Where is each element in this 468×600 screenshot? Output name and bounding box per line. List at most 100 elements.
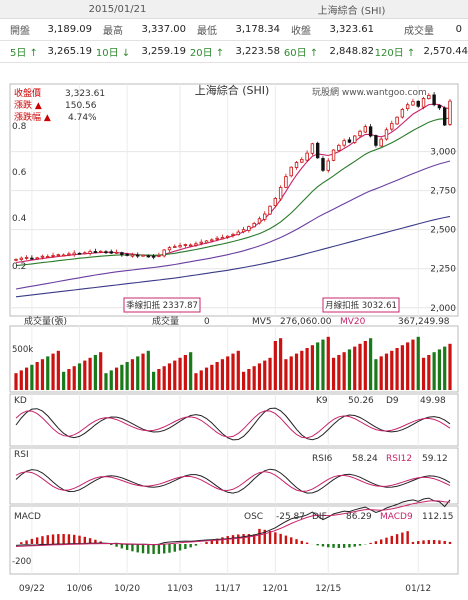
macd-bar bbox=[210, 540, 214, 544]
macd-bar bbox=[305, 542, 309, 544]
macd-bar bbox=[448, 541, 452, 544]
macd-bar bbox=[279, 533, 282, 544]
volume-bar bbox=[14, 373, 18, 390]
volume-bar bbox=[72, 366, 76, 390]
volume-bar bbox=[379, 356, 383, 390]
candle-body bbox=[400, 109, 405, 118]
candle-body bbox=[204, 240, 209, 244]
macd-bar bbox=[62, 534, 65, 544]
volume-bar bbox=[125, 362, 129, 390]
macd-bar bbox=[348, 544, 351, 548]
candle-body bbox=[294, 162, 299, 168]
candle-body bbox=[173, 246, 177, 248]
volume-label: 成交量 bbox=[404, 25, 434, 37]
candle-body bbox=[326, 160, 330, 171]
volume-bar bbox=[104, 373, 108, 390]
macd-bar bbox=[141, 544, 145, 554]
legend-change-value: 150.56 bbox=[65, 101, 97, 111]
kd-title: KD bbox=[14, 396, 27, 406]
rsi6-label: RSI6 bbox=[312, 454, 333, 464]
candle-body bbox=[188, 244, 193, 247]
candle-body bbox=[199, 241, 203, 244]
volume-bar bbox=[374, 359, 378, 390]
candle-body bbox=[421, 98, 426, 108]
volume-bar bbox=[369, 338, 373, 390]
volume-bar bbox=[146, 350, 150, 390]
x-tick-label: 11/17 bbox=[215, 584, 241, 594]
volume-bar bbox=[30, 364, 34, 390]
volume-bar bbox=[183, 355, 187, 390]
volume-bar bbox=[337, 355, 341, 390]
volume-bar bbox=[300, 350, 304, 390]
x-tick-label: 12/15 bbox=[315, 584, 341, 594]
ma120-label: 120日 ↑ bbox=[374, 47, 416, 59]
high-value: 3,337.00 bbox=[141, 23, 186, 35]
x-tick-label: 12/01 bbox=[262, 584, 288, 594]
candle-body bbox=[167, 247, 172, 251]
macd-bar bbox=[88, 538, 92, 544]
ma60-value: 2,848.82 bbox=[329, 45, 374, 57]
d-line bbox=[15, 410, 451, 439]
stock-chart[interactable]: 2,000 2,250 2,500 2,750 3,000 09/22 10/06 10/20… bbox=[0, 64, 468, 600]
volume-bar bbox=[353, 346, 357, 390]
volume-bar bbox=[342, 352, 346, 390]
volume-bar bbox=[294, 353, 299, 390]
dif-line bbox=[15, 497, 451, 546]
volume-bar bbox=[141, 353, 145, 390]
volume-bar bbox=[310, 345, 314, 390]
macd-bar bbox=[20, 542, 23, 544]
candle-body bbox=[416, 100, 420, 107]
volume-bar bbox=[167, 363, 172, 390]
volume-bar bbox=[289, 356, 293, 390]
macd-bar bbox=[226, 536, 229, 544]
volume-bar bbox=[231, 353, 235, 390]
ma20-label: 20日 ↑ bbox=[189, 47, 225, 59]
macd-bar bbox=[115, 544, 118, 547]
macd-bar bbox=[274, 532, 277, 544]
macd-bar bbox=[332, 544, 335, 548]
candle-body bbox=[210, 239, 214, 242]
candle-body bbox=[368, 126, 373, 137]
volume-bar bbox=[215, 362, 219, 390]
candle-body bbox=[363, 126, 368, 133]
candle-body bbox=[46, 256, 50, 258]
volume-bar bbox=[411, 339, 415, 390]
dif-label: DIF bbox=[312, 512, 327, 522]
macd-bar bbox=[205, 542, 208, 544]
macd-bar bbox=[194, 544, 198, 546]
close-value: 3,323.61 bbox=[329, 23, 374, 35]
candle-body bbox=[278, 187, 283, 200]
macd-bar bbox=[35, 537, 39, 544]
volume-bar bbox=[220, 359, 225, 390]
callout-month-box bbox=[322, 297, 400, 313]
candle-body bbox=[305, 152, 309, 161]
macd-bar bbox=[337, 544, 341, 548]
candle-body bbox=[125, 253, 129, 256]
macd-bar bbox=[316, 544, 319, 546]
candle-body bbox=[72, 252, 76, 256]
macd-bar bbox=[432, 540, 436, 544]
volume-bar bbox=[437, 349, 442, 390]
macd-bar bbox=[443, 540, 446, 544]
ma-line-2 bbox=[15, 160, 451, 290]
candle-body bbox=[273, 198, 278, 207]
candle-body bbox=[347, 139, 352, 143]
rsi-panel bbox=[9, 447, 459, 505]
macd-bar bbox=[57, 534, 60, 544]
macd-bar bbox=[369, 542, 372, 544]
macd-bar bbox=[41, 536, 44, 544]
candle-body bbox=[51, 255, 55, 257]
candle-body bbox=[56, 254, 61, 257]
macd-bar bbox=[290, 537, 293, 544]
volume-bar bbox=[416, 336, 420, 390]
volume-bar bbox=[204, 367, 209, 390]
macd-bar bbox=[125, 544, 129, 550]
rsi12-value: 59.12 bbox=[422, 454, 448, 464]
volume-bar bbox=[395, 348, 399, 390]
volume-bar bbox=[427, 355, 431, 390]
macd-bar bbox=[25, 540, 28, 544]
macd-bar bbox=[390, 535, 393, 544]
watermark: 玩股網 www.wantgoo.com bbox=[312, 86, 427, 98]
candle-body bbox=[104, 251, 108, 254]
macd-bar bbox=[284, 535, 288, 544]
